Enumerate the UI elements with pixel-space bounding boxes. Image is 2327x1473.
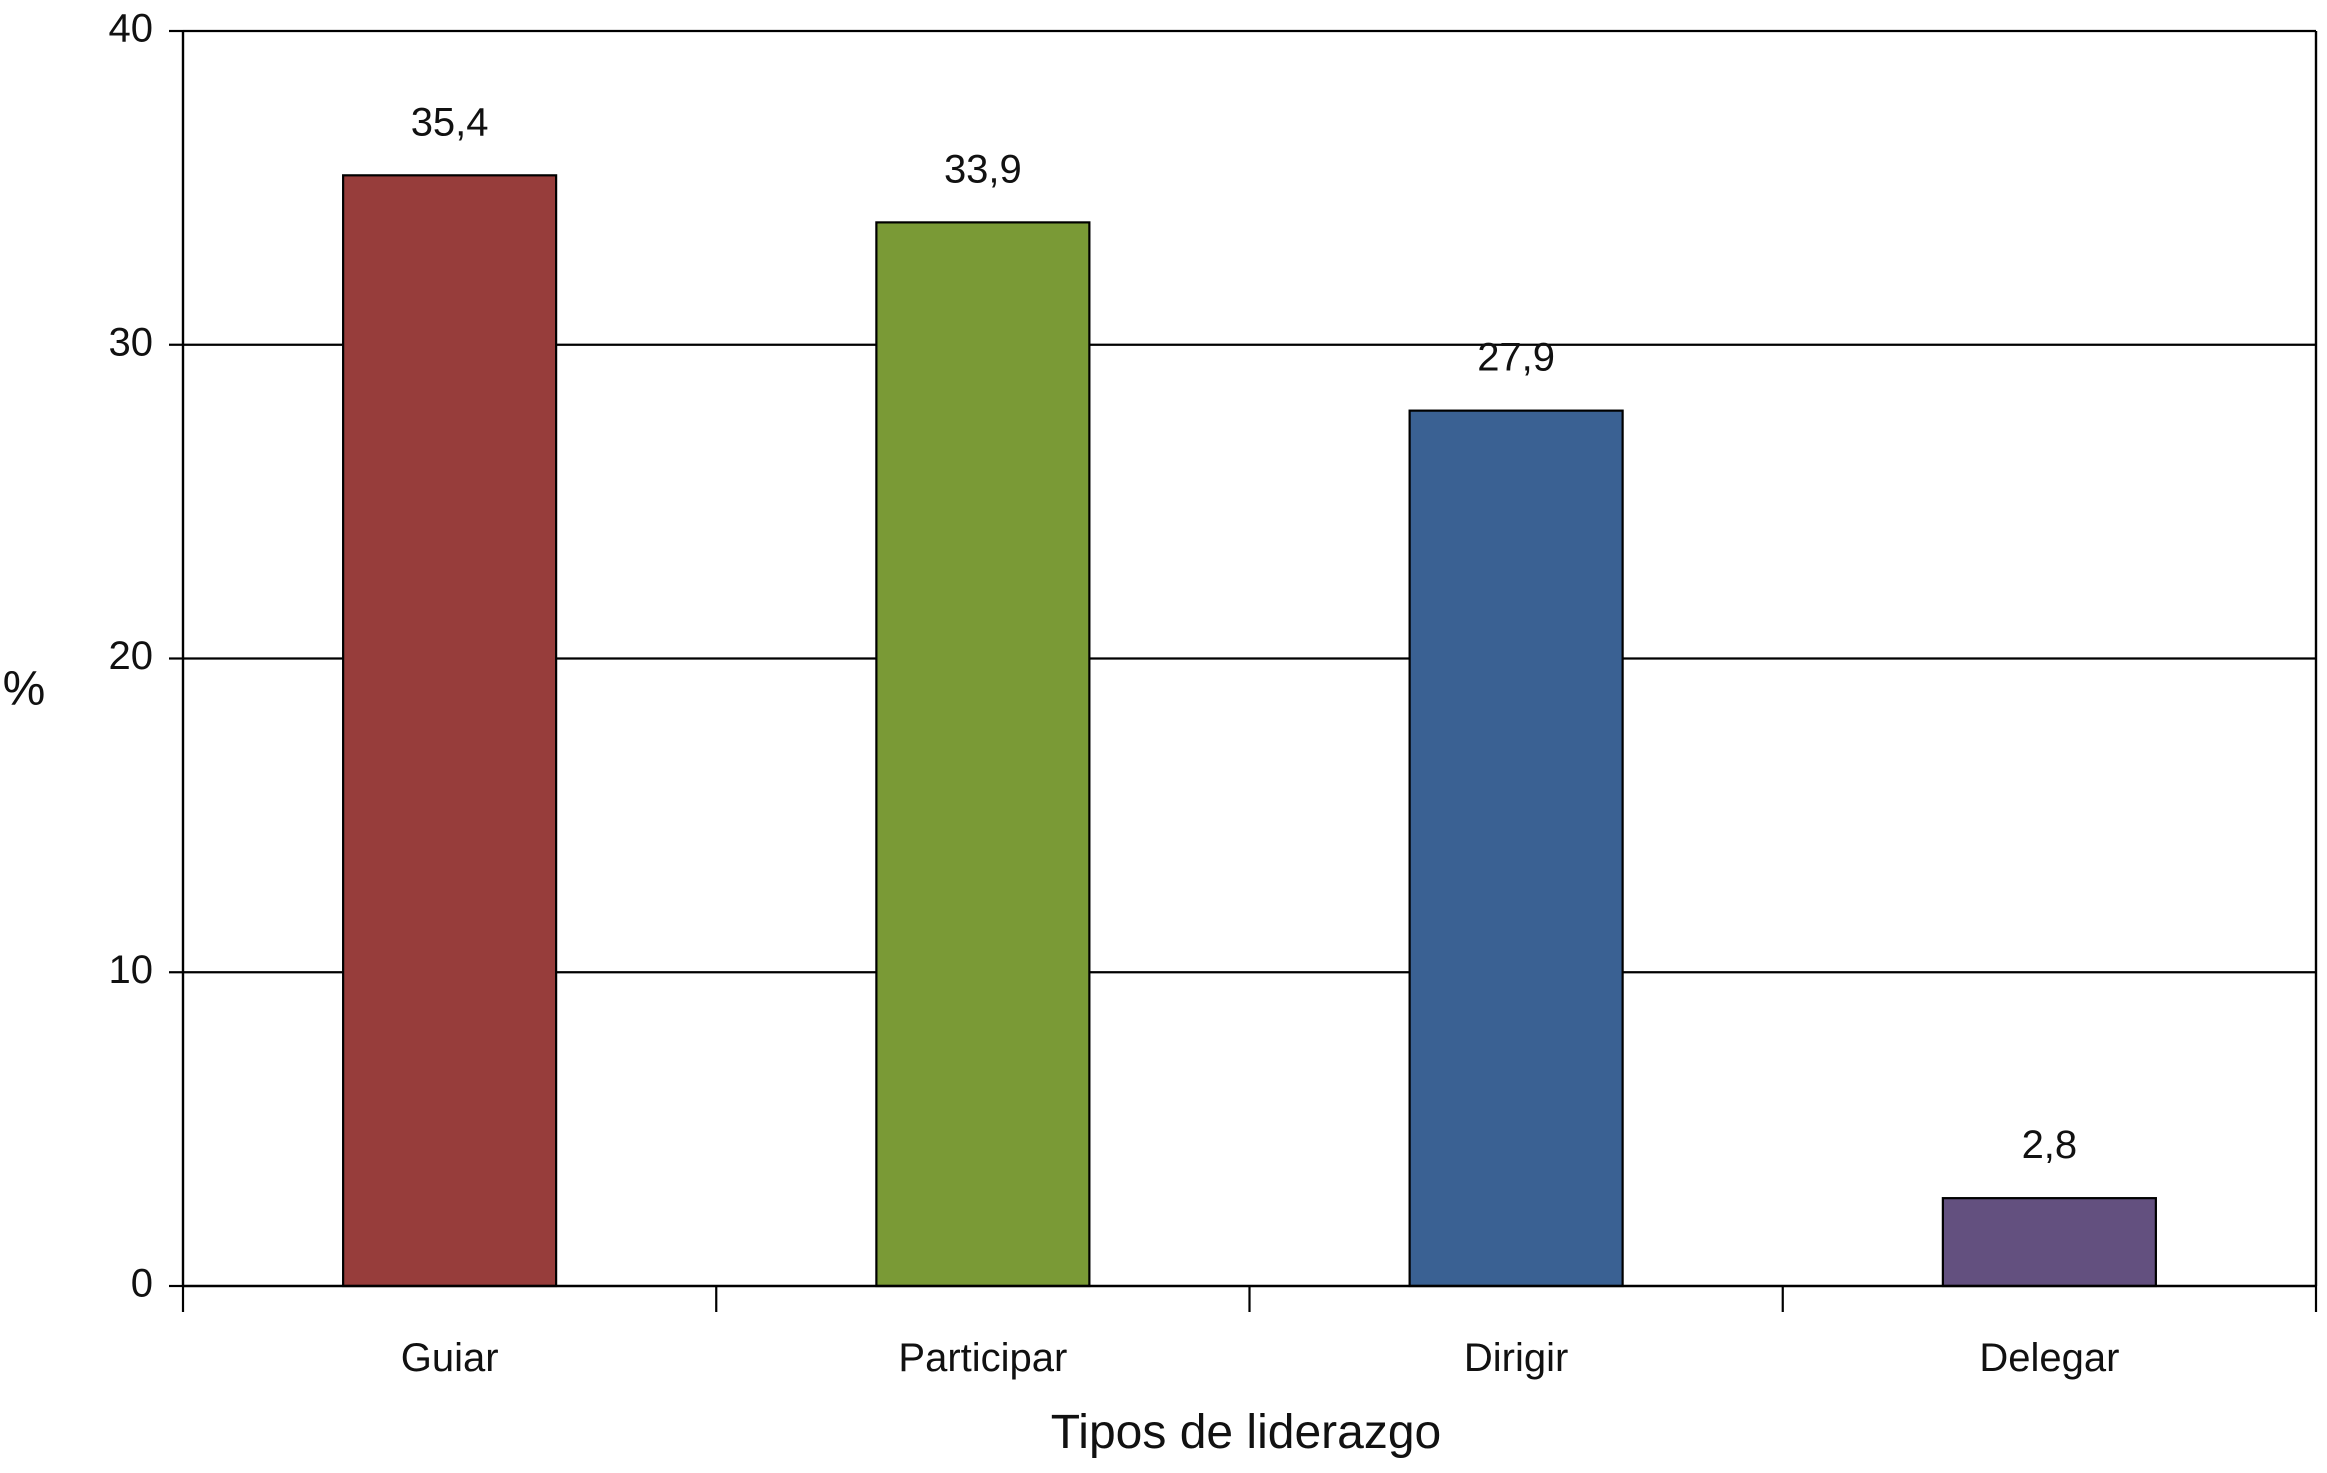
y-tick-label: 0: [131, 1262, 153, 1306]
x-tick-label: Dirigir: [1464, 1336, 1568, 1380]
y-axis-title: %: [3, 663, 46, 716]
x-tick-label: Delegar: [1979, 1336, 2119, 1380]
x-tick-label: Participar: [898, 1336, 1067, 1380]
data-label: 27,9: [1477, 336, 1555, 380]
data-label: 33,9: [944, 147, 1022, 191]
bars: [342, 174, 2157, 1288]
bar-delegar: [1941, 1197, 2157, 1288]
x-axis-title: Tipos de liderazgo: [1051, 1406, 1441, 1459]
x-tick-label: Guiar: [401, 1336, 499, 1380]
data-label: 35,4: [411, 100, 489, 144]
bar-dirigir: [1408, 409, 1624, 1288]
bar-guiar: [342, 174, 558, 1288]
axes: [169, 29, 2318, 1312]
data-label: 2,8: [2022, 1123, 2078, 1167]
bar-participar: [875, 221, 1091, 1288]
y-tick-label: 20: [109, 634, 154, 678]
labels: 0 10 20 30 40 35,4 Guiar 33,9 Participar 27,9 Diri…: [109, 7, 2120, 1380]
y-tick-label: 40: [109, 7, 154, 51]
y-tick-label: 10: [109, 948, 154, 992]
y-tick-label: 30: [109, 320, 154, 364]
